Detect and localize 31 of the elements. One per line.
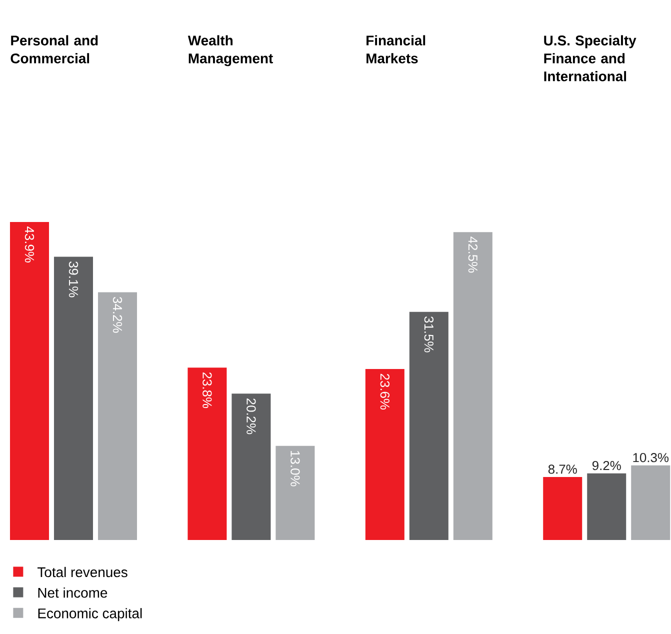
bar — [188, 368, 227, 540]
x-tick-label: Personal and Commercial — [10, 35, 98, 64]
bar — [98, 292, 137, 540]
bar — [54, 256, 93, 540]
data-label: 39.1% — [68, 261, 78, 298]
data-label: 10.3% — [633, 453, 669, 462]
data-label: 42.5% — [468, 236, 478, 273]
legend-label: Total revenues — [38, 566, 128, 578]
bar — [276, 446, 315, 540]
bar — [631, 465, 670, 540]
data-label: 13.0% — [290, 451, 300, 486]
data-label: 20.2% — [246, 398, 256, 434]
data-label: 23.6% — [380, 374, 390, 410]
bar — [587, 473, 626, 540]
legend-label: Net income — [38, 587, 108, 598]
legend-label: Economic capital — [38, 608, 142, 622]
x-tick-label: U.S. Specialty Finance and International — [544, 35, 636, 82]
data-label: 43.9% — [24, 226, 34, 262]
data-label: 34.2% — [112, 296, 122, 333]
bar — [232, 394, 271, 540]
data-label: 23.8% — [202, 372, 212, 408]
bar — [453, 232, 492, 540]
data-label: 31.5% — [424, 316, 434, 352]
data-label: 9.2% — [592, 460, 621, 470]
bar — [409, 312, 448, 540]
bar — [543, 476, 582, 540]
x-tick-label: Financial Markets — [366, 35, 426, 64]
x-tick-label: Wealth Management — [188, 35, 273, 66]
data-label: 8.7% — [548, 464, 577, 474]
bar — [365, 369, 404, 540]
bar — [10, 222, 49, 540]
